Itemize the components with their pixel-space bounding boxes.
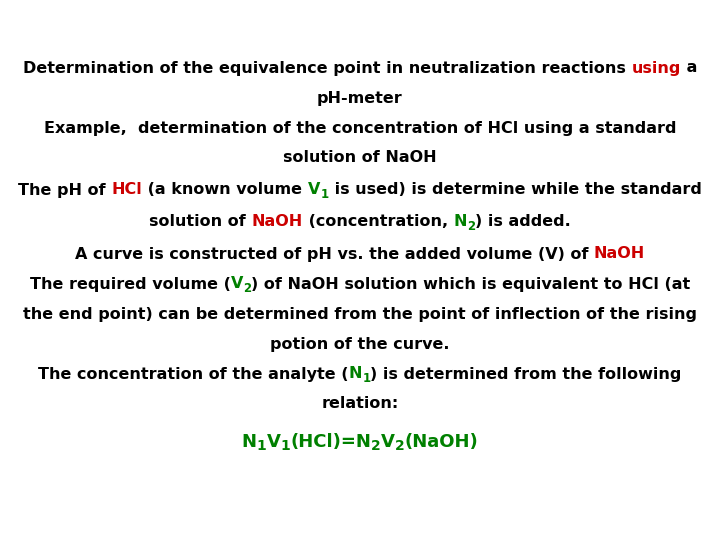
Text: N: N <box>242 433 257 451</box>
Text: potion of the curve.: potion of the curve. <box>270 336 450 352</box>
Text: Determination of the equivalence point in neutralization reactions: Determination of the equivalence point i… <box>23 60 631 76</box>
Text: Example,  determination of the concentration of HCl using a standard: Example, determination of the concentrat… <box>44 120 676 136</box>
Text: (HCl)=N: (HCl)=N <box>290 433 371 451</box>
Text: ) is added.: ) is added. <box>475 214 571 230</box>
Text: pH-meter: pH-meter <box>317 91 403 105</box>
Text: The concentration of the analyte (: The concentration of the analyte ( <box>38 367 348 381</box>
Text: N: N <box>348 367 362 381</box>
Text: 2: 2 <box>371 439 381 453</box>
Text: A curve is constructed of pH vs. the added volume (V) of: A curve is constructed of pH vs. the add… <box>75 246 594 261</box>
Text: 1: 1 <box>257 439 266 453</box>
Text: (concentration,: (concentration, <box>302 214 454 230</box>
Text: 1: 1 <box>280 439 290 453</box>
Text: NaOH: NaOH <box>594 246 645 261</box>
Text: (a known volume: (a known volume <box>143 183 308 198</box>
Text: 2: 2 <box>467 219 475 233</box>
Text: solution of: solution of <box>149 214 251 230</box>
Text: V: V <box>230 276 243 292</box>
Text: The pH of: The pH of <box>19 183 112 198</box>
Text: N: N <box>454 214 467 230</box>
Text: V: V <box>266 433 280 451</box>
Text: V: V <box>308 183 320 198</box>
Text: V: V <box>381 433 395 451</box>
Text: is used) is determine while the standard: is used) is determine while the standard <box>328 183 701 198</box>
Text: 2: 2 <box>395 439 405 453</box>
Text: 2: 2 <box>243 281 251 294</box>
Text: a: a <box>680 60 697 76</box>
Text: HCl: HCl <box>112 183 143 198</box>
Text: ) of NaOH solution which is equivalent to HCl (at: ) of NaOH solution which is equivalent t… <box>251 276 690 292</box>
Text: (NaOH): (NaOH) <box>405 433 478 451</box>
Text: The required volume (: The required volume ( <box>30 276 230 292</box>
Text: the end point) can be determined from the point of inflection of the rising: the end point) can be determined from th… <box>23 307 697 321</box>
Text: using: using <box>631 60 680 76</box>
Text: relation:: relation: <box>321 396 399 411</box>
Text: 1: 1 <box>362 372 370 384</box>
Text: NaOH: NaOH <box>251 214 302 230</box>
Text: ) is determined from the following: ) is determined from the following <box>370 367 682 381</box>
Text: 1: 1 <box>320 187 328 200</box>
Text: solution of NaOH: solution of NaOH <box>283 151 437 165</box>
